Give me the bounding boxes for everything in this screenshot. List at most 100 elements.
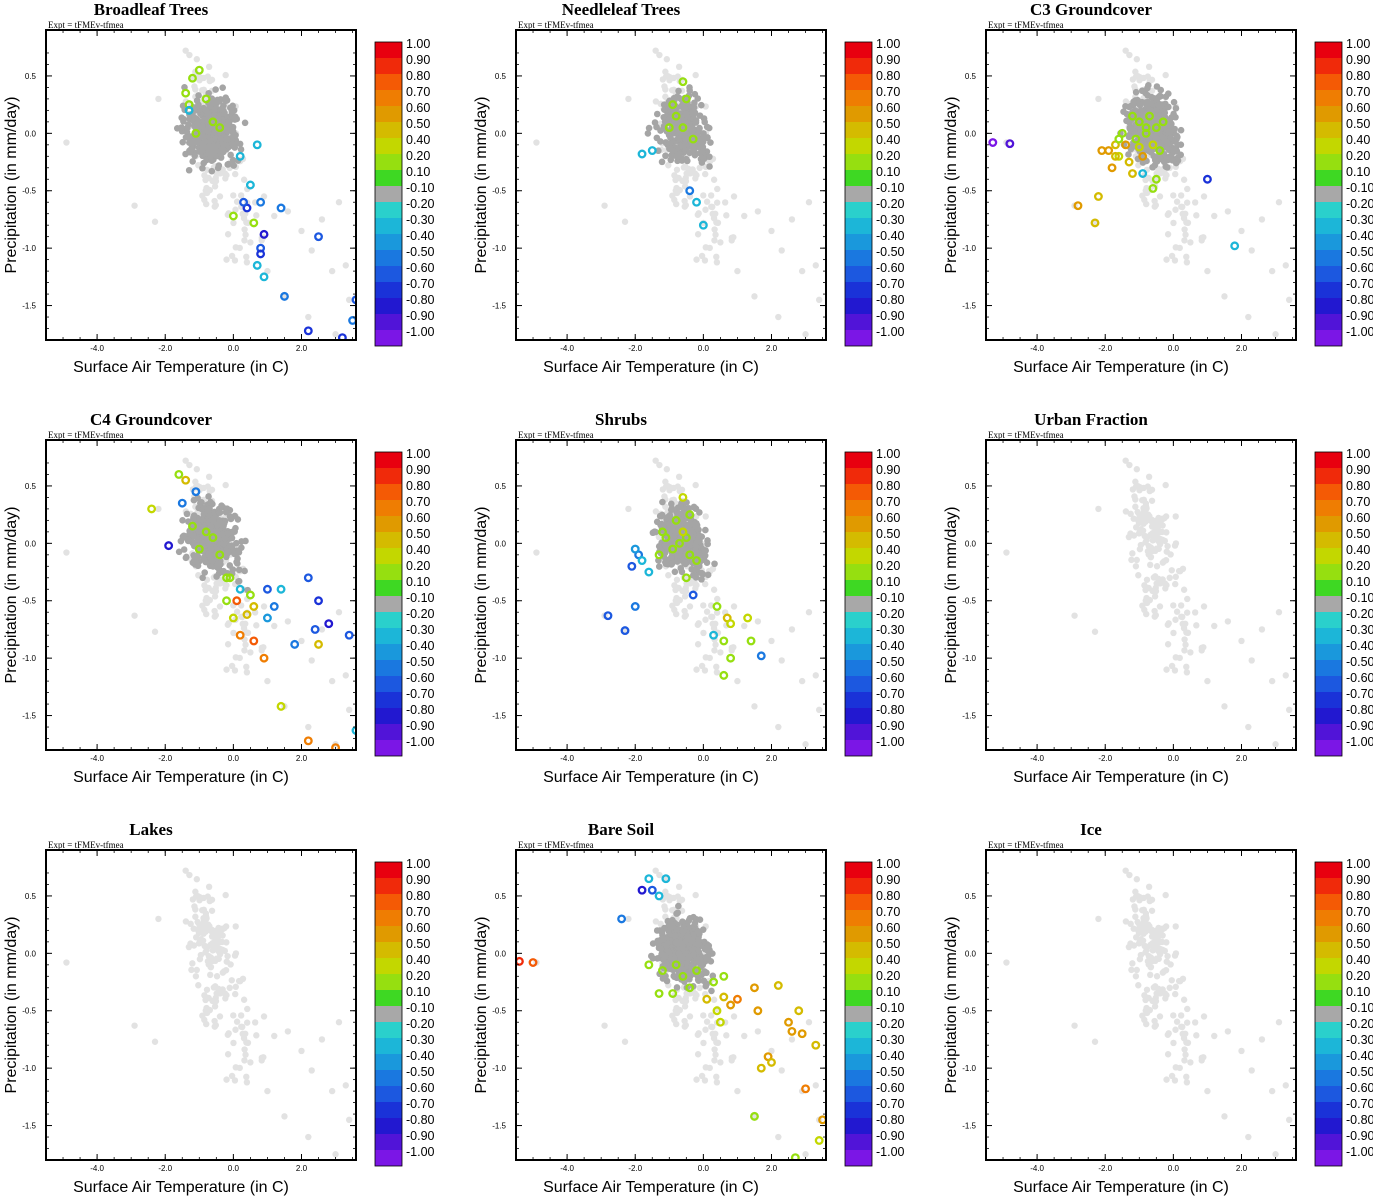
x-tick-label: -4.0 [90,344,104,353]
data-point [252,140,262,150]
background-point [665,572,672,579]
background-point [1238,227,1245,235]
background-point [815,296,823,304]
colorbar-swatch [845,74,872,90]
background-point [243,253,250,261]
background-point [232,983,239,991]
background-point [1132,68,1139,75]
background-point [1164,641,1172,648]
background-point [700,629,707,637]
background-point [1170,192,1177,199]
x-tick-label: -4.0 [560,344,574,353]
neutral-point [194,562,202,570]
colorbar-label: 0.70 [406,85,430,99]
background-point [155,95,162,103]
neutral-point [199,132,206,140]
neutral-point [207,555,215,563]
background-point [342,262,349,269]
colorbar-label: 0.90 [406,53,430,67]
background-point [694,641,702,648]
neutral-point [700,155,708,163]
y-tick-label: -1.0 [492,244,506,253]
colorbar-swatch [1315,154,1342,170]
background-point [1275,609,1283,616]
neutral-point [1163,164,1171,171]
background-point [754,618,762,625]
y-tick-label: 0.0 [25,539,37,548]
background-point [1179,203,1186,211]
neutral-point [198,122,206,130]
colorbar-label: -0.50 [406,655,435,669]
background-point [723,1032,730,1039]
background-point [662,906,669,913]
background-point [698,1072,706,1080]
colorbar-swatch [375,330,402,346]
neutral-point [207,498,214,506]
background-point [1133,556,1140,564]
colorbar-label: 0.60 [406,511,430,525]
colorbar-swatch [375,500,402,516]
neutral-point [651,119,659,126]
colorbar-swatch [1315,580,1342,596]
colorbar-label: 0.10 [876,575,900,589]
data-point [351,295,356,305]
neutral-point [180,534,187,541]
colorbar-swatch [375,974,402,990]
background-point [672,597,679,604]
background-point [1172,580,1179,588]
neutral-point [676,551,684,558]
neutral-point [706,153,713,161]
background-point [1168,567,1175,574]
background-point [698,662,706,670]
panel-title: Lakes [129,820,173,839]
expt-label: Expt = tFMEv-tfmea [518,430,594,440]
neutral-point [677,503,684,510]
background-point [335,609,343,616]
neutral-point [230,130,237,138]
expt-label: Expt = tFMEv-tfmea [988,20,1064,30]
colorbar-label: -1.00 [876,735,905,749]
data-point [235,151,245,161]
neutral-point [703,559,711,566]
neutral-point [194,517,202,524]
background-point [224,231,232,238]
data-point [276,701,286,711]
neutral-point [706,163,713,170]
background-point [1152,584,1159,592]
data-point [222,573,231,583]
x-tick-label: -2.0 [158,344,172,353]
data-point [630,602,640,611]
x-tick-label: 2.0 [1236,344,1248,353]
data-point [627,561,637,571]
colorbar-swatch [375,1054,402,1070]
background-point [694,1031,702,1038]
background-point [1224,208,1232,215]
colorbar-label: -0.50 [406,1065,435,1079]
background-point [242,620,249,627]
background-point [1198,644,1206,651]
background-point [196,955,204,963]
colorbar-swatch [1315,500,1342,516]
data-point [276,203,286,213]
background-point [812,672,819,679]
data-point [225,573,235,583]
background-point [714,185,721,193]
data-point [1005,139,1015,149]
background-point [775,1133,782,1141]
background-point [673,166,681,173]
neutral-point [695,538,702,545]
background-point [193,466,201,473]
plot-frame [45,439,357,751]
background-point [1091,628,1099,635]
data-point [191,487,201,497]
background-point [186,461,193,469]
colorbar-label: -0.90 [876,309,905,323]
background-point [1168,662,1176,670]
background-point [1177,602,1185,609]
colorbar-label: 0.20 [1346,559,1370,573]
background-point [682,994,689,1002]
colorbar-swatch [845,122,872,138]
